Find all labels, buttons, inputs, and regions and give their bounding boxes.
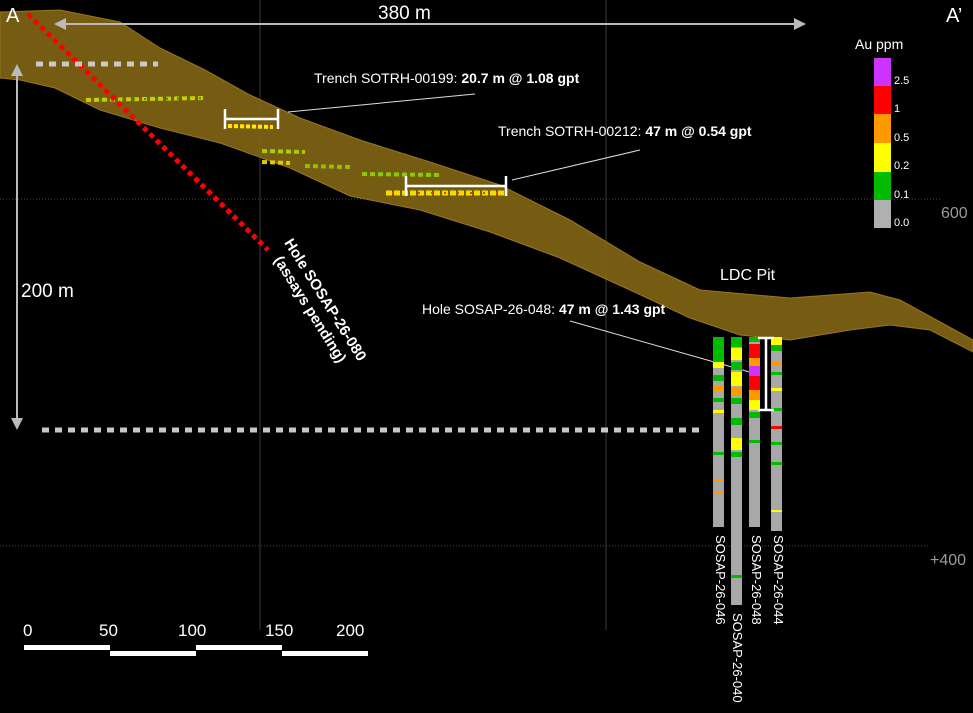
legend-value-2-5: 2.5: [894, 75, 910, 87]
drill-hole-label: SOSAP-26-040: [730, 613, 745, 703]
legend-color-bar: [874, 58, 891, 228]
legend-title: Au ppm: [855, 36, 904, 52]
drill-hole-label: SOSAP-26-046: [713, 535, 728, 625]
trench-199-annotation: Trench SOTRH-00199: 20.7 m @ 1.08 gpt: [314, 70, 579, 86]
scale-tick-0: 0: [23, 621, 33, 640]
legend-value-1: 1: [894, 103, 901, 115]
legend-value-0-1: 0.1: [894, 189, 910, 201]
section-start-label: A: [6, 5, 20, 27]
trench-199-result: 20.7 m @ 1.08 gpt: [461, 70, 580, 86]
scale-tick-150: 150: [265, 621, 294, 640]
drill-hole-048: [749, 337, 760, 527]
hole-048-result: 47 m @ 1.43 gpt: [558, 301, 666, 317]
pending-hole-trace: [26, 12, 270, 252]
trench-212-annotation: Trench SOTRH-00212: 47 m @ 0.54 gpt: [498, 123, 752, 139]
leader-line-hole-048: [569, 320, 761, 376]
hole-048-bracket: [758, 336, 774, 412]
hole-048-name: Hole SOSAP-26-048:: [422, 301, 556, 317]
trench-199-name: Trench SOTRH-00199:: [314, 70, 458, 86]
scale-tick-200: 200: [336, 621, 365, 640]
leader-line-trench-212: [511, 149, 641, 181]
legend-value-0-2: 0.2: [894, 160, 910, 172]
legend-value-0-0: 0.0: [894, 217, 910, 229]
trench-212-name: Trench SOTRH-00212:: [498, 123, 642, 139]
elevation-label-400: +400: [930, 552, 967, 569]
drill-hole-046: [713, 337, 724, 527]
trench-199-bracket: [223, 109, 280, 129]
legend-value-0-5: 0.5: [894, 132, 910, 144]
drill-hole-label: SOSAP-26-048: [749, 535, 764, 625]
topography-surface: [0, 9, 973, 353]
leader-line-trench-199: [287, 93, 476, 113]
drill-hole-044: [771, 337, 782, 531]
elevation-label-600: 600: [941, 205, 968, 222]
scale-tick-50: 50: [99, 621, 118, 640]
vertical-dimension-label: 200 m: [21, 281, 74, 302]
section-end-label: A’: [946, 5, 963, 27]
horizontal-dimension-arrow: [54, 18, 806, 30]
drill-hole-040: [731, 337, 742, 605]
hole-048-annotation: Hole SOSAP-26-048: 47 m @ 1.43 gpt: [422, 301, 665, 317]
drill-hole-label: SOSAP-26-044: [771, 535, 786, 625]
scale-bar: [24, 645, 368, 656]
vertical-dimension-arrow: [11, 64, 23, 430]
trench-samples-199: [85, 96, 351, 169]
pit-label: LDC Pit: [720, 267, 776, 284]
trench-212-result: 47 m @ 0.54 gpt: [645, 123, 752, 139]
scale-tick-100: 100: [178, 621, 207, 640]
trench-212-bracket: [404, 176, 508, 196]
horizontal-dimension-label: 380 m: [378, 3, 431, 24]
